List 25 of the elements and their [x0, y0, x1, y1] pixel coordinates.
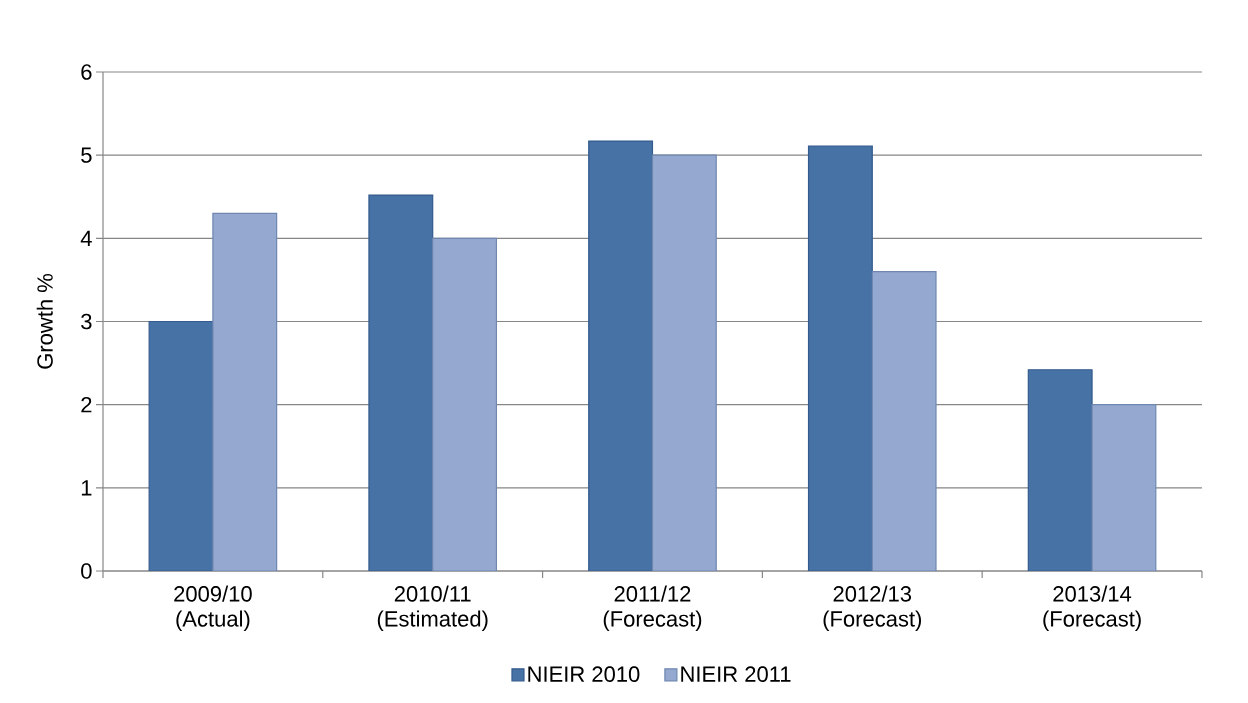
x-tick-label: 2013/14 (Forecast) [1043, 585, 1141, 632]
bar [148, 320, 214, 571]
x-tick-label: 2010/11 (Estimated) [377, 585, 488, 632]
y-tick-label: 3 [81, 313, 92, 330]
bar [1027, 369, 1093, 571]
bar [588, 140, 654, 571]
legend-label: NIEIR 2011 [681, 666, 791, 682]
y-tick-label: 5 [81, 147, 92, 163]
y-tick-label: 2 [81, 396, 92, 413]
x-tick-label: 2009/10 (Actual) [174, 585, 252, 632]
y-tick-label: 4 [80, 230, 92, 246]
x-tick-label: 2012/13 (Forecast) [823, 585, 922, 632]
bar [651, 154, 717, 571]
bar [432, 237, 498, 571]
y-axis-title: Growth % [36, 274, 53, 369]
bar [807, 145, 873, 571]
bar [871, 271, 937, 571]
bar [212, 212, 278, 571]
bar [1091, 404, 1157, 571]
legend-label: NIEIR 2010 [528, 666, 640, 682]
bar [368, 194, 434, 571]
y-tick-label: 0 [81, 563, 92, 579]
x-tick-label: 2011/12 (Forecast) [603, 585, 702, 632]
y-tick-label: 6 [81, 64, 92, 80]
y-tick-label: 1 [81, 480, 92, 496]
